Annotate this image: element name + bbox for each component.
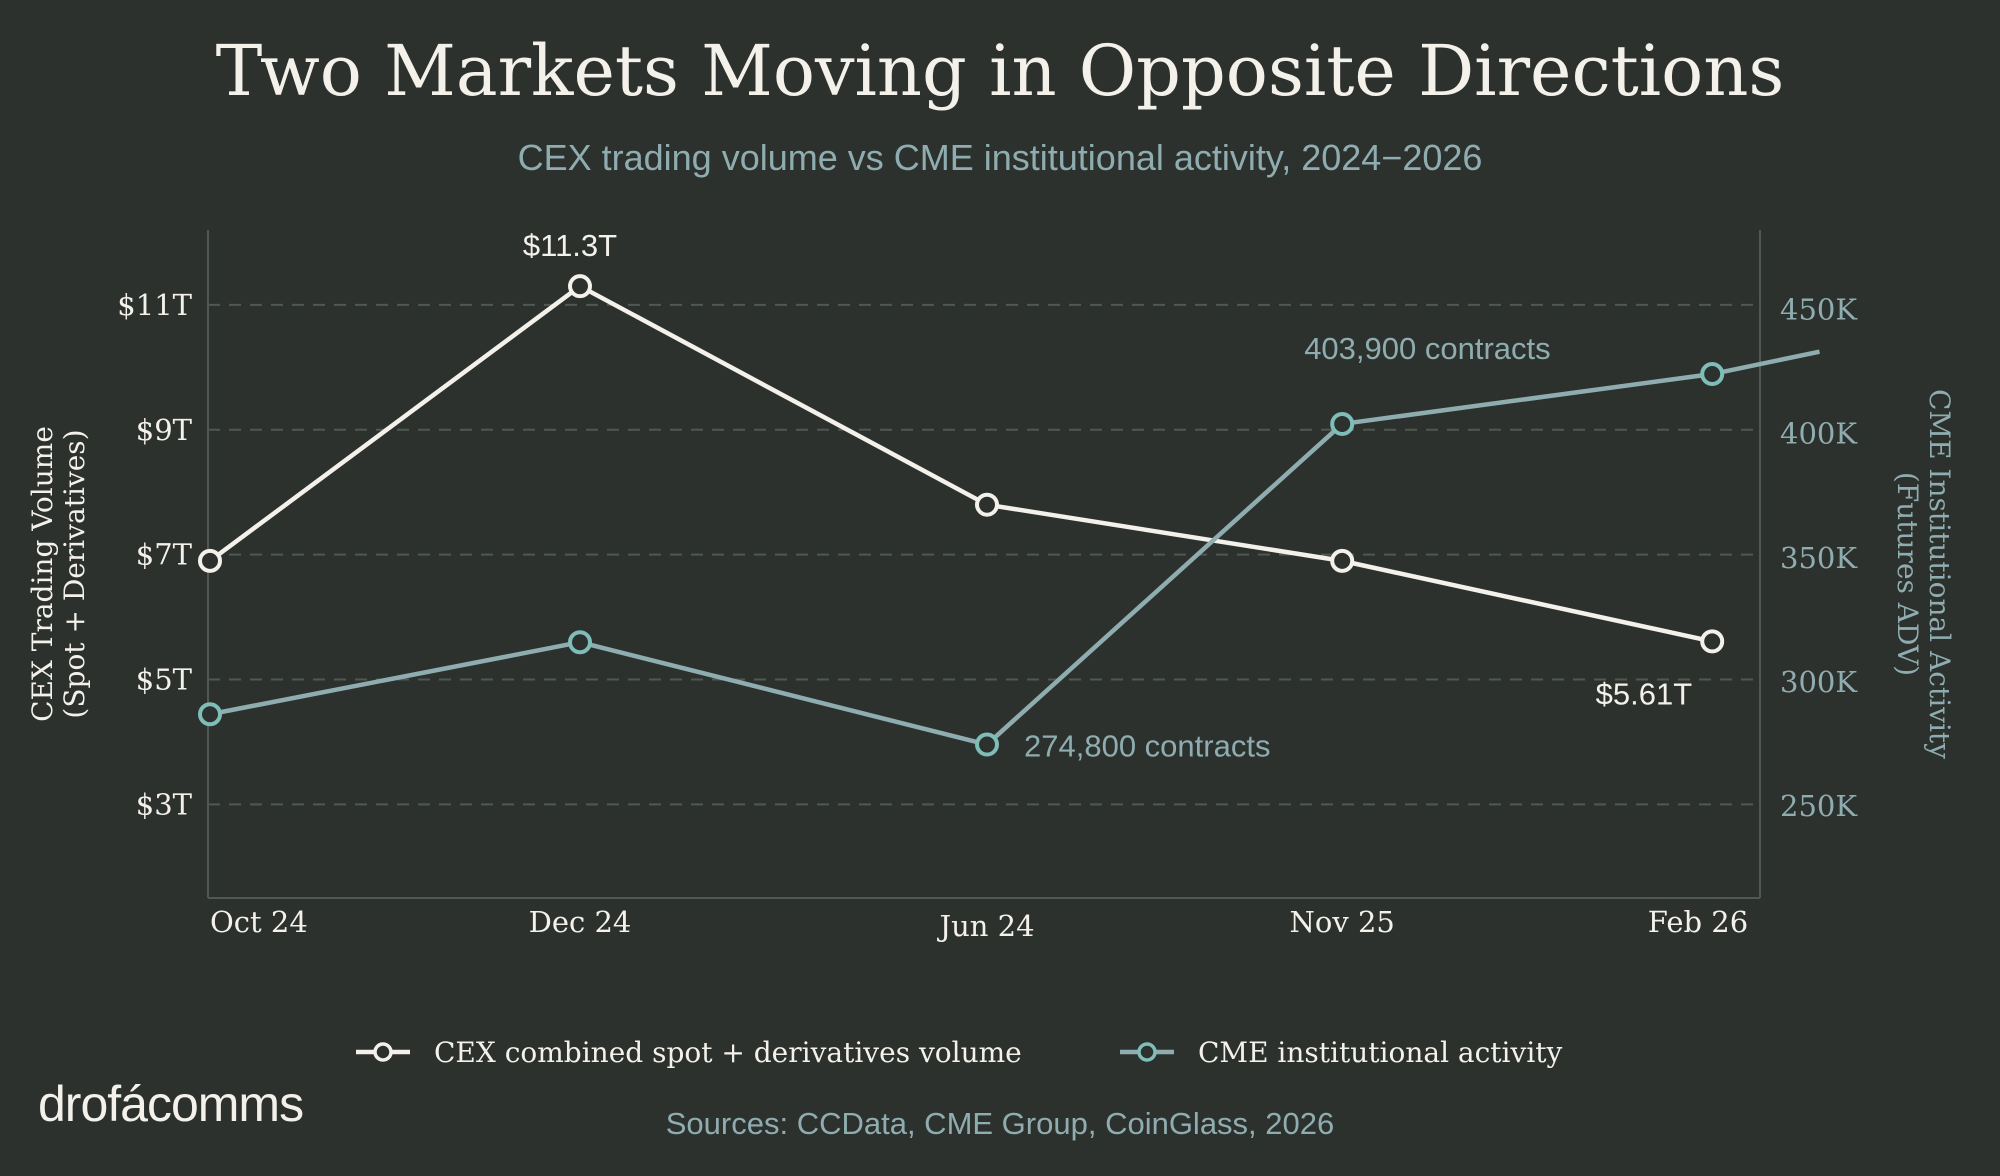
data-label: $5.61T [1596,676,1693,711]
cme-data-point [975,732,999,757]
data-label: 274,800 contracts [1024,729,1270,764]
data-label: $11.3T [523,228,617,263]
cme-data-point [1700,362,1725,387]
x-tick-label: Nov 25 [1290,905,1395,939]
y-left-tick-label: $3T [136,787,193,821]
cex-data-point [1330,548,1355,573]
x-tick-label: Oct 24 [210,905,308,939]
data-label: 403,900 contracts [1304,331,1550,366]
cme-data-point [198,702,222,727]
chart-subtitle: CEX trading volume vs CME institutional … [517,137,1483,178]
y-left-tick-label: $11T [117,288,192,322]
legend-label: CME institutional activity [1198,1036,1563,1069]
cme-data-point [1330,411,1355,436]
x-tick-label: Feb 26 [1648,905,1748,939]
y-right-tick-label: 400K [1780,417,1858,451]
cex-data-point [198,548,222,573]
cme-data-point [568,630,592,655]
chart-title: Two Markets Moving in Opposite Direction… [215,30,1785,112]
cex-data-point [975,492,999,517]
x-tick-label: Dec 24 [529,905,632,939]
cme-series-line [209,349,1820,747]
legend-swatch-marker [1137,1042,1157,1062]
y-right-tick-label: 300K [1780,665,1858,699]
cex-data-point [568,274,592,299]
brand-logo: drofácomms [38,1076,304,1132]
x-tick-label: Jun 24 [936,909,1034,943]
legend-label: CEX combined spot + derivatives volume [434,1036,1022,1069]
y-left-tick-label: $9T [136,413,193,447]
y-left-axis-title-line2: (Spot + Derivatives) [58,429,91,718]
y-right-axis-title-line1: CME Institutional Activity [1923,389,1956,759]
y-right-axis-title-line2: (Futures ADV) [1891,472,1924,676]
y-right-tick-label: 450K [1780,292,1858,326]
y-left-axis-title-line1: CEX Trading Volume [26,426,59,722]
y-right-tick-label: 250K [1780,789,1858,823]
y-left-tick-label: $5T [136,662,193,696]
y-right-tick-label: 350K [1780,541,1858,575]
cex-data-point [1700,629,1725,654]
legend-swatch-marker [373,1042,393,1062]
y-left-tick-label: $7T [136,538,193,572]
source-note: Sources: CCData, CME Group, CoinGlass, 2… [665,1106,1335,1141]
